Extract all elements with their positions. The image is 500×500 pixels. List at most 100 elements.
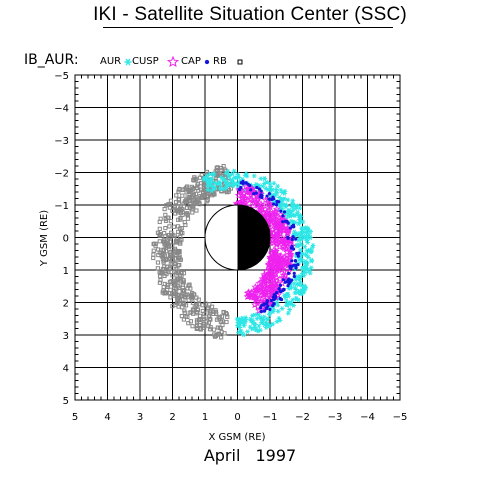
point-rb	[182, 308, 187, 313]
point-cap	[249, 188, 253, 192]
point-rb	[202, 316, 207, 321]
point-aur	[270, 187, 276, 193]
point-cap	[268, 307, 272, 311]
point-rb	[180, 207, 185, 212]
x-tick-label: 3	[137, 412, 143, 423]
point-rb	[177, 186, 182, 192]
point-cusp	[268, 251, 277, 259]
point-rb	[222, 331, 227, 336]
point-aur	[277, 195, 282, 200]
point-rb	[204, 319, 209, 324]
point-rb	[209, 304, 215, 309]
x-tick-label: −4	[360, 412, 375, 423]
point-cusp	[262, 293, 271, 301]
point-cap	[239, 185, 243, 190]
y-tick-label: 5	[63, 396, 69, 407]
point-aur	[262, 176, 268, 181]
point-cusp	[281, 271, 290, 279]
point-aur	[240, 331, 245, 337]
point-cap	[259, 189, 263, 193]
point-aur	[252, 321, 257, 327]
point-aur	[285, 197, 291, 203]
point-rb	[162, 291, 167, 296]
point-aur	[299, 265, 305, 271]
point-aur	[291, 303, 297, 308]
point-cap	[294, 237, 298, 241]
point-aur	[222, 178, 228, 184]
point-rb	[173, 240, 179, 245]
point-rb	[164, 203, 169, 208]
point-cap	[279, 297, 284, 302]
point-rb	[168, 198, 174, 203]
point-rb	[195, 183, 200, 188]
point-rb	[193, 191, 199, 196]
point-rb	[180, 231, 185, 236]
point-rb	[163, 225, 168, 231]
point-rb	[170, 262, 175, 267]
point-aur	[261, 314, 267, 320]
point-rb	[191, 205, 196, 210]
point-rb	[184, 205, 190, 210]
point-cusp	[272, 205, 281, 213]
point-cusp	[270, 266, 278, 274]
legend-label-cap: CAP	[181, 56, 201, 67]
point-cusp	[252, 198, 260, 206]
point-rb	[162, 231, 167, 236]
x-tick-label: 5	[72, 412, 78, 423]
point-rb	[162, 273, 167, 279]
point-rb	[225, 314, 230, 320]
point-aur	[231, 168, 237, 174]
point-rb	[176, 256, 181, 261]
point-cusp	[272, 259, 281, 267]
x-tick-label: 1	[202, 412, 208, 423]
point-rb	[224, 312, 229, 317]
x-tick-label: −3	[328, 412, 343, 423]
x-tick-label: −5	[393, 412, 408, 423]
y-tick-label: −5	[54, 71, 69, 82]
point-rb	[174, 301, 180, 306]
point-rb	[168, 284, 174, 289]
point-aur	[223, 171, 229, 176]
point-cusp	[270, 245, 278, 254]
point-cap	[290, 264, 294, 268]
point-rb	[157, 226, 162, 231]
point-rb	[194, 177, 199, 182]
point-rb	[170, 232, 175, 238]
point-rb	[167, 205, 172, 210]
point-rb	[173, 200, 179, 205]
point-aur	[258, 315, 264, 321]
legend-label-aur: AUR	[100, 56, 121, 67]
point-cusp	[266, 255, 275, 263]
point-rb	[215, 165, 220, 170]
point-aur	[293, 232, 299, 237]
point-aur	[290, 297, 296, 303]
date-label: April 1997	[203, 446, 297, 465]
point-rb	[184, 211, 189, 216]
point-aur	[303, 270, 309, 275]
point-cap	[277, 286, 281, 291]
point-cap	[244, 181, 248, 185]
point-cusp	[286, 250, 295, 258]
point-rb	[200, 194, 205, 200]
point-rb	[211, 311, 216, 317]
point-rb	[208, 308, 213, 313]
point-rb	[180, 193, 185, 198]
point-cap	[259, 309, 263, 314]
point-aur	[298, 237, 304, 242]
point-aur	[302, 259, 308, 264]
point-cap	[272, 202, 276, 206]
point-cap	[252, 192, 256, 196]
point-cap	[255, 185, 259, 190]
point-aur	[289, 204, 295, 209]
point-cap	[295, 251, 299, 256]
point-rb	[196, 188, 201, 193]
point-rb	[197, 175, 203, 180]
point-rb	[181, 271, 187, 276]
point-rb	[197, 322, 202, 328]
point-rb	[191, 307, 196, 313]
point-cap	[279, 209, 283, 213]
point-aur	[231, 182, 237, 188]
point-cap	[291, 235, 295, 239]
point-aur	[298, 241, 304, 247]
point-aur	[266, 323, 272, 329]
